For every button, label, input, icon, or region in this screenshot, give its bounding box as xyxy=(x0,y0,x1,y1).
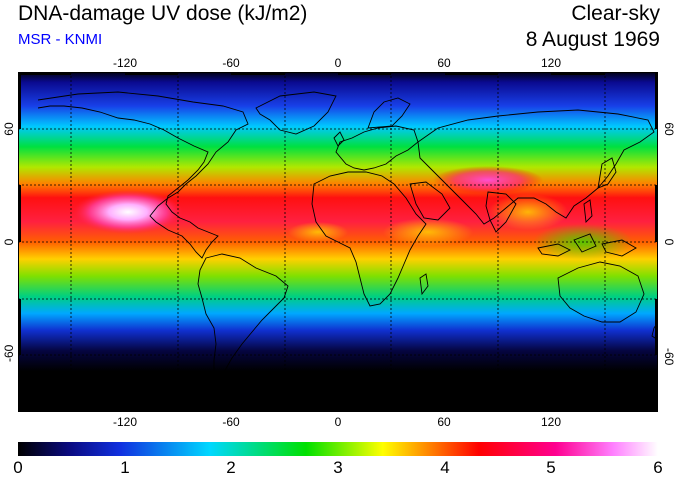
date-label: 8 August 1969 xyxy=(525,28,660,51)
lat-tick-right: 0 xyxy=(662,238,676,246)
colorbar-label: 3 xyxy=(333,458,343,477)
colorbar-label: 6 xyxy=(653,458,663,477)
map-frame xyxy=(18,72,658,412)
lat-tick-right: 60 xyxy=(662,122,676,136)
colorbar-label: 4 xyxy=(440,458,450,477)
lon-tick-top: 120 xyxy=(540,56,562,70)
lat-tick-left: 60 xyxy=(2,122,16,136)
lon-tick-bottom: 60 xyxy=(437,415,451,429)
colorbar-label: 2 xyxy=(226,458,236,477)
lat-tick-left: -60 xyxy=(2,344,16,362)
lon-tick-bottom: -120 xyxy=(112,415,138,429)
source-label: MSR - KNMI xyxy=(18,31,103,48)
lon-tick-top: -60 xyxy=(222,56,240,70)
colorbar-label: 5 xyxy=(546,458,556,477)
colorbar-label: 1 xyxy=(120,458,130,477)
lon-tick-bottom: -60 xyxy=(222,415,240,429)
uv-dose-map xyxy=(18,72,658,412)
sky-condition-label: Clear-sky xyxy=(571,2,660,25)
lon-tick-bottom: 120 xyxy=(540,415,562,429)
lon-tick-top: 60 xyxy=(437,56,451,70)
chart-title: DNA-damage UV dose (kJ/m2) xyxy=(18,2,308,25)
lat-tick-left: 0 xyxy=(2,238,16,246)
lon-tick-top: 0 xyxy=(334,56,342,70)
lon-tick-top: -120 xyxy=(112,56,138,70)
lon-tick-bottom: 0 xyxy=(334,415,342,429)
colorbar-label: 0 xyxy=(13,458,23,477)
graticule xyxy=(18,72,658,412)
colorbar xyxy=(18,442,658,456)
lat-tick-right: -60 xyxy=(662,348,676,366)
